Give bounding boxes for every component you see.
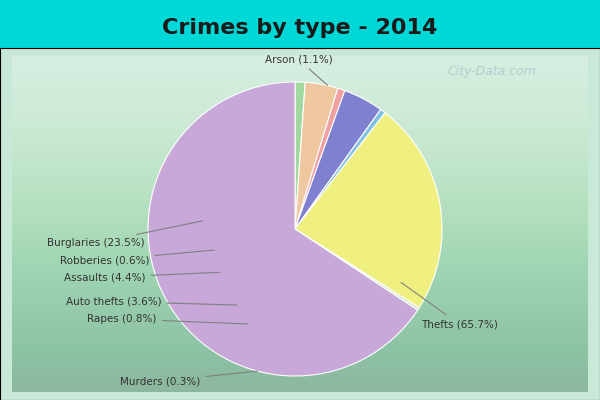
Wedge shape [295, 113, 442, 308]
Wedge shape [295, 82, 338, 229]
Text: Crimes by type - 2014: Crimes by type - 2014 [163, 18, 437, 38]
Wedge shape [295, 91, 380, 229]
Text: Assaults (4.4%): Assaults (4.4%) [64, 272, 220, 282]
Text: Auto thefts (3.6%): Auto thefts (3.6%) [65, 297, 237, 307]
Wedge shape [295, 229, 419, 310]
Wedge shape [148, 82, 418, 376]
Text: City-Data.com: City-Data.com [448, 66, 536, 78]
Text: Robberies (0.6%): Robberies (0.6%) [60, 250, 214, 265]
Text: Burglaries (23.5%): Burglaries (23.5%) [47, 221, 202, 248]
Text: Murders (0.3%): Murders (0.3%) [120, 371, 257, 386]
Wedge shape [295, 110, 385, 229]
Text: Rapes (0.8%): Rapes (0.8%) [88, 314, 247, 324]
Text: Arson (1.1%): Arson (1.1%) [265, 54, 332, 85]
Wedge shape [295, 82, 305, 229]
Text: Thefts (65.7%): Thefts (65.7%) [401, 282, 498, 329]
Wedge shape [295, 88, 345, 229]
